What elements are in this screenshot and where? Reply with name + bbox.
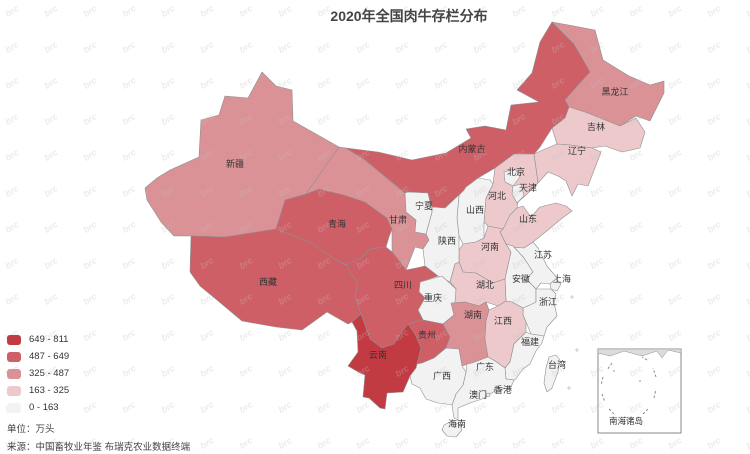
- legend-range-label: 163 - 325: [29, 385, 70, 396]
- small-island-dot: [567, 386, 571, 390]
- region-label-fujian: 福建: [521, 336, 539, 347]
- legend-item-level_2[interactable]: 163 - 325: [7, 382, 190, 399]
- inset-islet-dot: [639, 380, 641, 382]
- region-label-anhui: 安徽: [512, 273, 530, 284]
- region-label-shanxi: 山西: [466, 205, 484, 215]
- source-label: 来源：中国畜牧业年鉴 布瑞克农业数据终端: [7, 442, 191, 453]
- inset-label: 南海诸岛: [609, 416, 643, 426]
- unit-label: 单位：万头: [7, 424, 55, 435]
- nine-dash-line-segment: [606, 362, 613, 371]
- region-xinjiang[interactable]: [144, 71, 340, 238]
- nine-dash-line-segment: [601, 393, 606, 403]
- region-label-beijing: 北京: [507, 166, 525, 177]
- inset-islet-dot: [613, 370, 615, 372]
- region-yunnan[interactable]: [347, 313, 422, 410]
- nine-dash-line-segment: [642, 407, 650, 415]
- region-label-jiangsu: 江苏: [534, 249, 552, 260]
- region-label-sichuan: 四川: [394, 280, 412, 290]
- region-xianggang[interactable]: [493, 387, 501, 394]
- legend-item-level_5[interactable]: 649 - 811: [7, 331, 190, 348]
- region-label-shandong: 山东: [519, 213, 537, 224]
- region-label-aomen: 澳门: [469, 389, 487, 400]
- region-label-chongqing: 重庆: [424, 292, 442, 303]
- nine-dash-line-segment: [623, 416, 633, 420]
- legend-range-label: 649 - 811: [29, 334, 69, 345]
- region-taiwan[interactable]: [543, 354, 561, 393]
- region-label-jilin: 吉林: [587, 121, 605, 132]
- legend-swatch: [7, 368, 21, 379]
- region-shanghai[interactable]: [549, 278, 562, 292]
- region-label-gansu: 甘肃: [389, 214, 407, 225]
- legend-swatch: [7, 351, 21, 362]
- region-label-qinghai: 青海: [328, 218, 346, 229]
- region-fujian[interactable]: [504, 331, 545, 381]
- region-label-ningxia: 宁夏: [415, 200, 433, 211]
- region-label-henan: 河南: [481, 241, 499, 252]
- legend-swatch: [7, 402, 21, 413]
- small-island-dot: [575, 348, 579, 352]
- legend-item-level_4[interactable]: 487 - 649: [7, 348, 190, 365]
- region-tianjin[interactable]: [511, 183, 525, 204]
- inset-coast-fragment: [597, 348, 682, 359]
- region-label-shanghai: 上海: [553, 273, 571, 284]
- region-jilin[interactable]: [551, 106, 646, 153]
- legend-item-level_1[interactable]: 0 - 163: [7, 399, 190, 416]
- chart-title: 2020年全国肉牛存栏分布: [330, 8, 488, 24]
- region-label-taiwan: 台湾: [548, 359, 566, 370]
- small-island-dot: [570, 295, 574, 299]
- region-guangxi[interactable]: [409, 347, 467, 406]
- nine-dash-line-segment: [641, 356, 648, 361]
- region-label-guangxi: 广西: [433, 370, 451, 381]
- nine-dash-line-segment: [652, 367, 657, 378]
- region-liaoning[interactable]: [533, 143, 602, 197]
- region-label-tianjin: 天津: [519, 183, 537, 193]
- region-aomen[interactable]: [485, 392, 491, 398]
- region-hainan[interactable]: [441, 420, 463, 438]
- legend-range-label: 0 - 163: [29, 402, 59, 413]
- legend-range-label: 325 - 487: [29, 368, 70, 379]
- nine-dash-line-segment: [653, 388, 657, 399]
- region-label-xizang: 西藏: [259, 276, 277, 287]
- region-heilongjiang[interactable]: [551, 21, 665, 127]
- legend-range-label: 487 - 649: [29, 351, 70, 362]
- region-label-hainan: 海南: [448, 418, 466, 429]
- region-label-hebei: 河北: [488, 190, 506, 201]
- region-ningxia[interactable]: [404, 191, 433, 235]
- region-label-neimenggu: 内蒙古: [458, 143, 485, 154]
- region-label-xianggang: 香港: [494, 384, 512, 395]
- legend-swatch: [7, 334, 21, 345]
- legend-item-level_3[interactable]: 325 - 487: [7, 365, 190, 382]
- region-label-zhejiang: 浙江: [539, 296, 557, 307]
- legend-swatch: [7, 385, 21, 396]
- region-label-guangdong: 广东: [476, 361, 494, 372]
- nine-dash-line-segment: [608, 408, 616, 416]
- region-label-liaoning: 辽宁: [568, 145, 586, 156]
- region-label-hubei: 湖北: [476, 280, 494, 290]
- region-label-xinjiang: 新疆: [226, 158, 244, 169]
- region-label-guizhou: 贵州: [418, 329, 436, 340]
- legend: 649 - 811 487 - 649 325 - 487 163 - 325 0 - …: [7, 331, 190, 453]
- region-beijing[interactable]: [503, 168, 521, 187]
- legend-items: 649 - 811 487 - 649 325 - 487 163 - 325 0 - …: [7, 331, 190, 416]
- region-label-shaanxi: 陕西: [438, 235, 456, 246]
- nine-dash-line-segment: [600, 376, 604, 386]
- region-label-heilongjiang: 黑龙江: [601, 86, 628, 97]
- region-label-hunan: 湖南: [464, 309, 482, 320]
- region-label-jiangxi: 江西: [494, 316, 512, 326]
- region-label-yunnan: 云南: [369, 349, 387, 360]
